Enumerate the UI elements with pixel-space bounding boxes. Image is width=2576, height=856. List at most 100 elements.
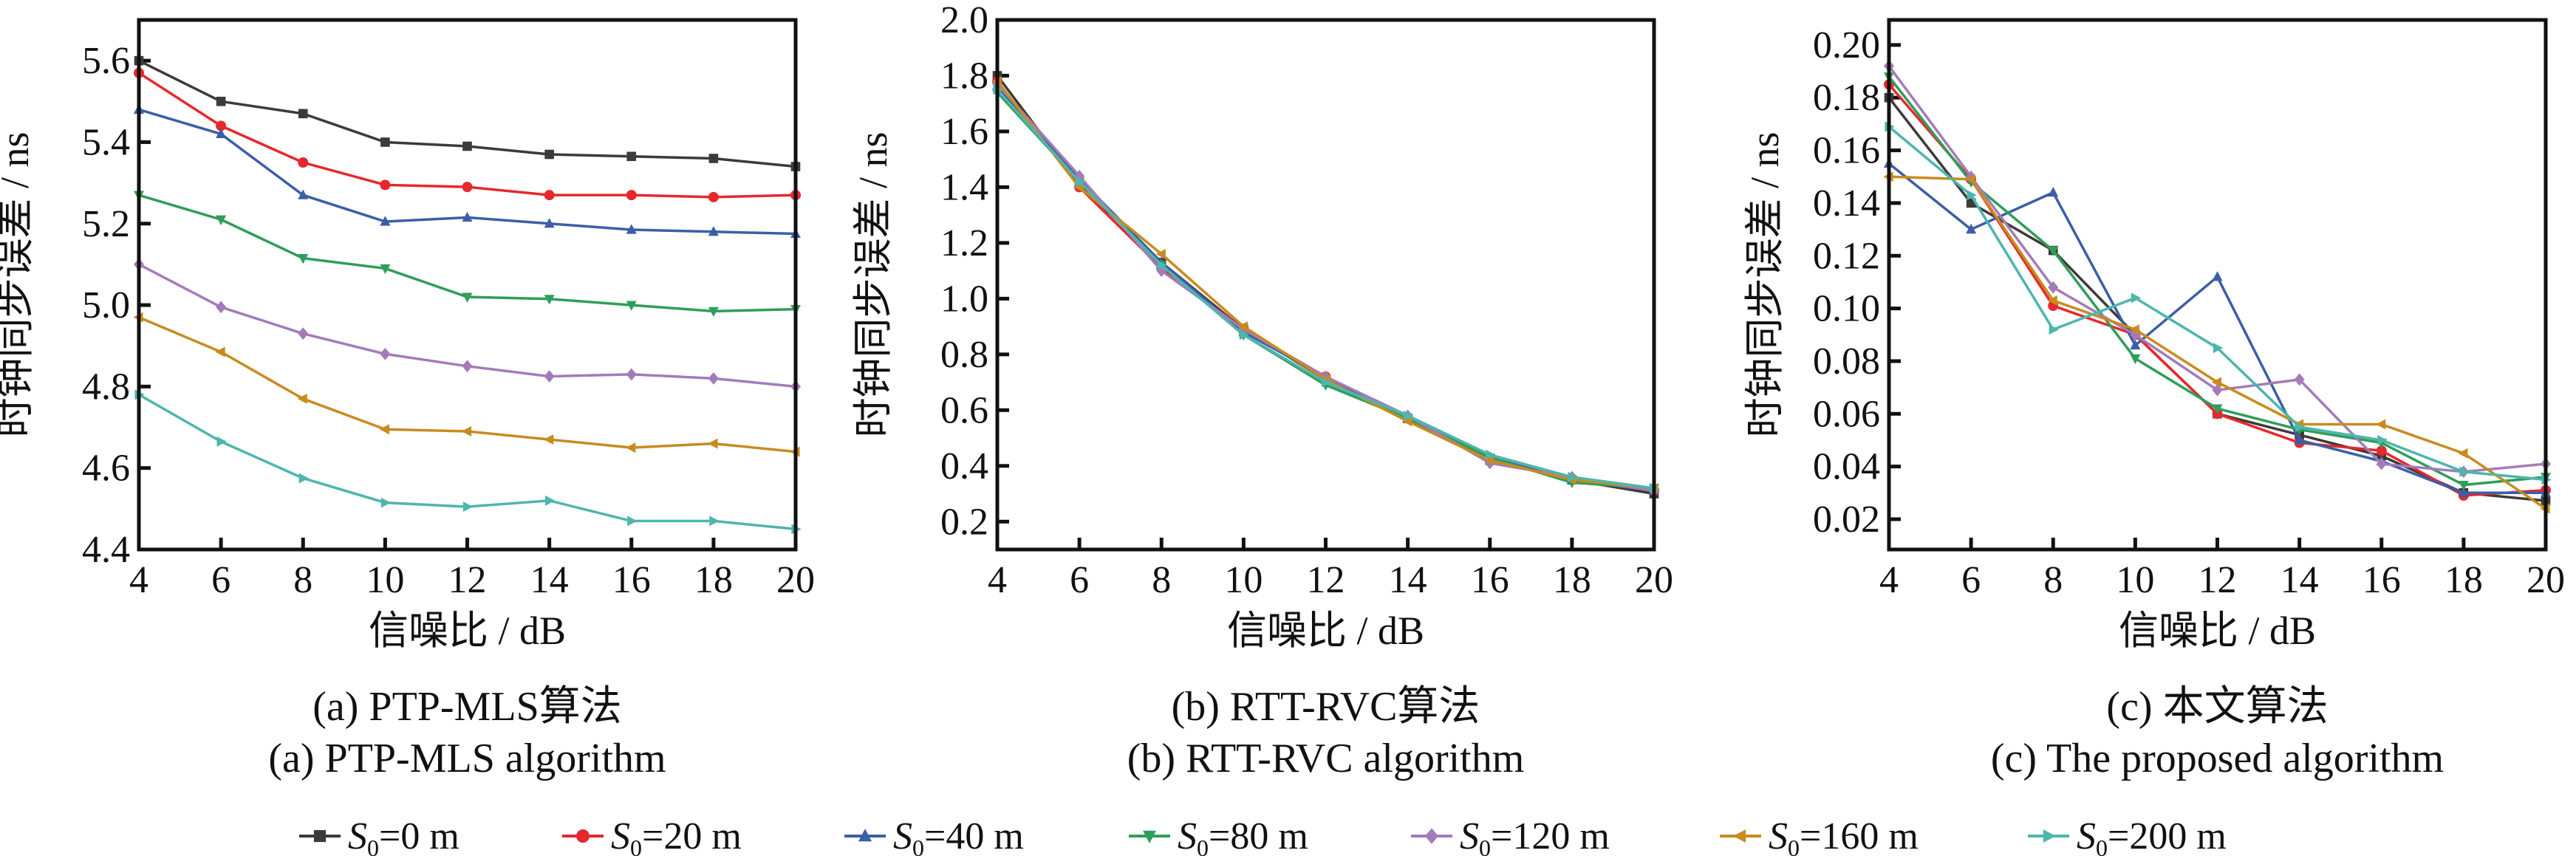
series-0	[134, 55, 801, 171]
x-tick-label: 14	[1389, 559, 1427, 601]
data-point	[1401, 416, 1412, 427]
x-tick-label: 20	[776, 559, 815, 601]
y-tick-label: 4.6	[82, 448, 130, 490]
y-tick-label: 0.12	[1813, 235, 1880, 277]
data-point	[2213, 343, 2224, 354]
series-line	[138, 72, 796, 199]
data-point	[2048, 186, 2059, 197]
y-tick-label: 0.14	[1813, 182, 1880, 225]
legend-marker	[858, 829, 872, 842]
data-point	[1967, 190, 1977, 201]
data-point	[1075, 176, 1085, 187]
series-3	[992, 88, 1659, 494]
series-line	[1887, 83, 2546, 497]
x-tick-label: 14	[530, 559, 569, 601]
y-tick-label: 0.4	[940, 445, 988, 487]
y-tick-label: 0.6	[940, 389, 988, 431]
legend-value: =160 m	[1800, 815, 1919, 856]
data-point	[2458, 448, 2468, 459]
data-point	[1568, 471, 1578, 482]
data-point	[708, 371, 719, 385]
legend-subscript: 0	[912, 835, 924, 856]
data-point	[544, 218, 555, 228]
data-point	[2130, 328, 2141, 341]
x-tick-label: 10	[1224, 559, 1263, 601]
y-tick-label: 0.20	[1813, 24, 1880, 66]
data-point	[461, 426, 472, 437]
data-point	[380, 216, 391, 226]
legend-subscript: 0	[2096, 835, 2108, 856]
data-point	[1966, 223, 1977, 234]
series-2	[134, 103, 801, 239]
y-tick-label: 0.08	[1813, 340, 1880, 383]
x-axis-label: 信噪比 / dB	[1227, 609, 1424, 653]
x-tick-label: 18	[1553, 559, 1591, 601]
series-1	[134, 67, 801, 202]
x-tick-label: 10	[366, 559, 404, 601]
data-point	[2376, 457, 2387, 470]
data-point	[2458, 487, 2469, 497]
data-point	[2130, 354, 2141, 365]
series-5	[133, 312, 800, 457]
data-point	[1155, 248, 1166, 259]
series-line	[996, 89, 1655, 490]
series-line	[996, 80, 1655, 493]
legend-value: =120 m	[1491, 815, 1610, 856]
data-point	[462, 211, 473, 222]
data-point	[1404, 410, 1414, 421]
x-tick-label: 4	[988, 559, 1007, 601]
legend-entry: S0=160 m	[1720, 815, 1919, 856]
axes-frame	[1887, 18, 2548, 552]
series-4	[992, 78, 1659, 498]
x-tick-label: 6	[1961, 559, 1981, 601]
y-tick-label: 0.06	[1813, 393, 1880, 435]
data-point	[709, 516, 720, 527]
legend-symbol: S	[2077, 815, 2096, 856]
data-point	[2048, 246, 2059, 256]
data-point	[216, 128, 227, 139]
data-point	[2212, 404, 2223, 414]
legend-symbol: S	[893, 815, 912, 856]
legend-subscript: 0	[1479, 835, 1491, 856]
x-tick-label: 18	[694, 559, 733, 601]
caption-en: (c) The proposed algorithm	[1991, 736, 2444, 781]
legend-subscript: 0	[630, 835, 642, 856]
data-point	[298, 109, 308, 119]
series-line	[996, 91, 1655, 490]
data-point	[1074, 169, 1085, 182]
data-point	[545, 495, 556, 506]
data-point	[298, 327, 309, 340]
y-tick-label: 5.4	[82, 121, 130, 163]
legend-symbol: S	[1178, 815, 1197, 856]
x-tick-label: 8	[293, 559, 312, 601]
y-tick-label: 0.16	[1813, 130, 1880, 172]
legend-entry: S0=0 m	[299, 815, 459, 856]
legend-label: S0=80 m	[1178, 815, 1308, 856]
legend-entry: S0=200 m	[2028, 815, 2227, 856]
data-point	[1321, 377, 1332, 388]
data-point	[708, 226, 719, 236]
legend-subscript: 0	[1197, 835, 1209, 856]
legend-label: S0=160 m	[1769, 815, 1919, 856]
legend-value: =200 m	[2108, 815, 2227, 856]
legend-value: =80 m	[1209, 815, 1308, 856]
data-point	[1239, 329, 1250, 340]
legend-entry: S0=120 m	[1411, 815, 1610, 856]
axes-frame	[995, 18, 1656, 552]
data-point	[2212, 271, 2223, 281]
data-point	[216, 215, 227, 225]
data-point	[626, 301, 637, 311]
data-point	[380, 497, 392, 508]
data-point	[216, 436, 227, 447]
legend-value: =0 m	[379, 815, 459, 856]
x-tick-label: 16	[2363, 559, 2401, 601]
data-point	[380, 264, 391, 275]
data-point	[2294, 373, 2305, 386]
series-0	[1884, 92, 2551, 506]
data-point	[216, 97, 226, 106]
subplot-a: 4.4 4.6 4.8 5.0 5.2 5.4 5.6 4 6 8 10 12 14 16 18 20 信噪比 …	[0, 18, 815, 781]
data-point	[2377, 434, 2388, 445]
data-point	[626, 442, 636, 453]
data-point	[1237, 321, 1248, 332]
